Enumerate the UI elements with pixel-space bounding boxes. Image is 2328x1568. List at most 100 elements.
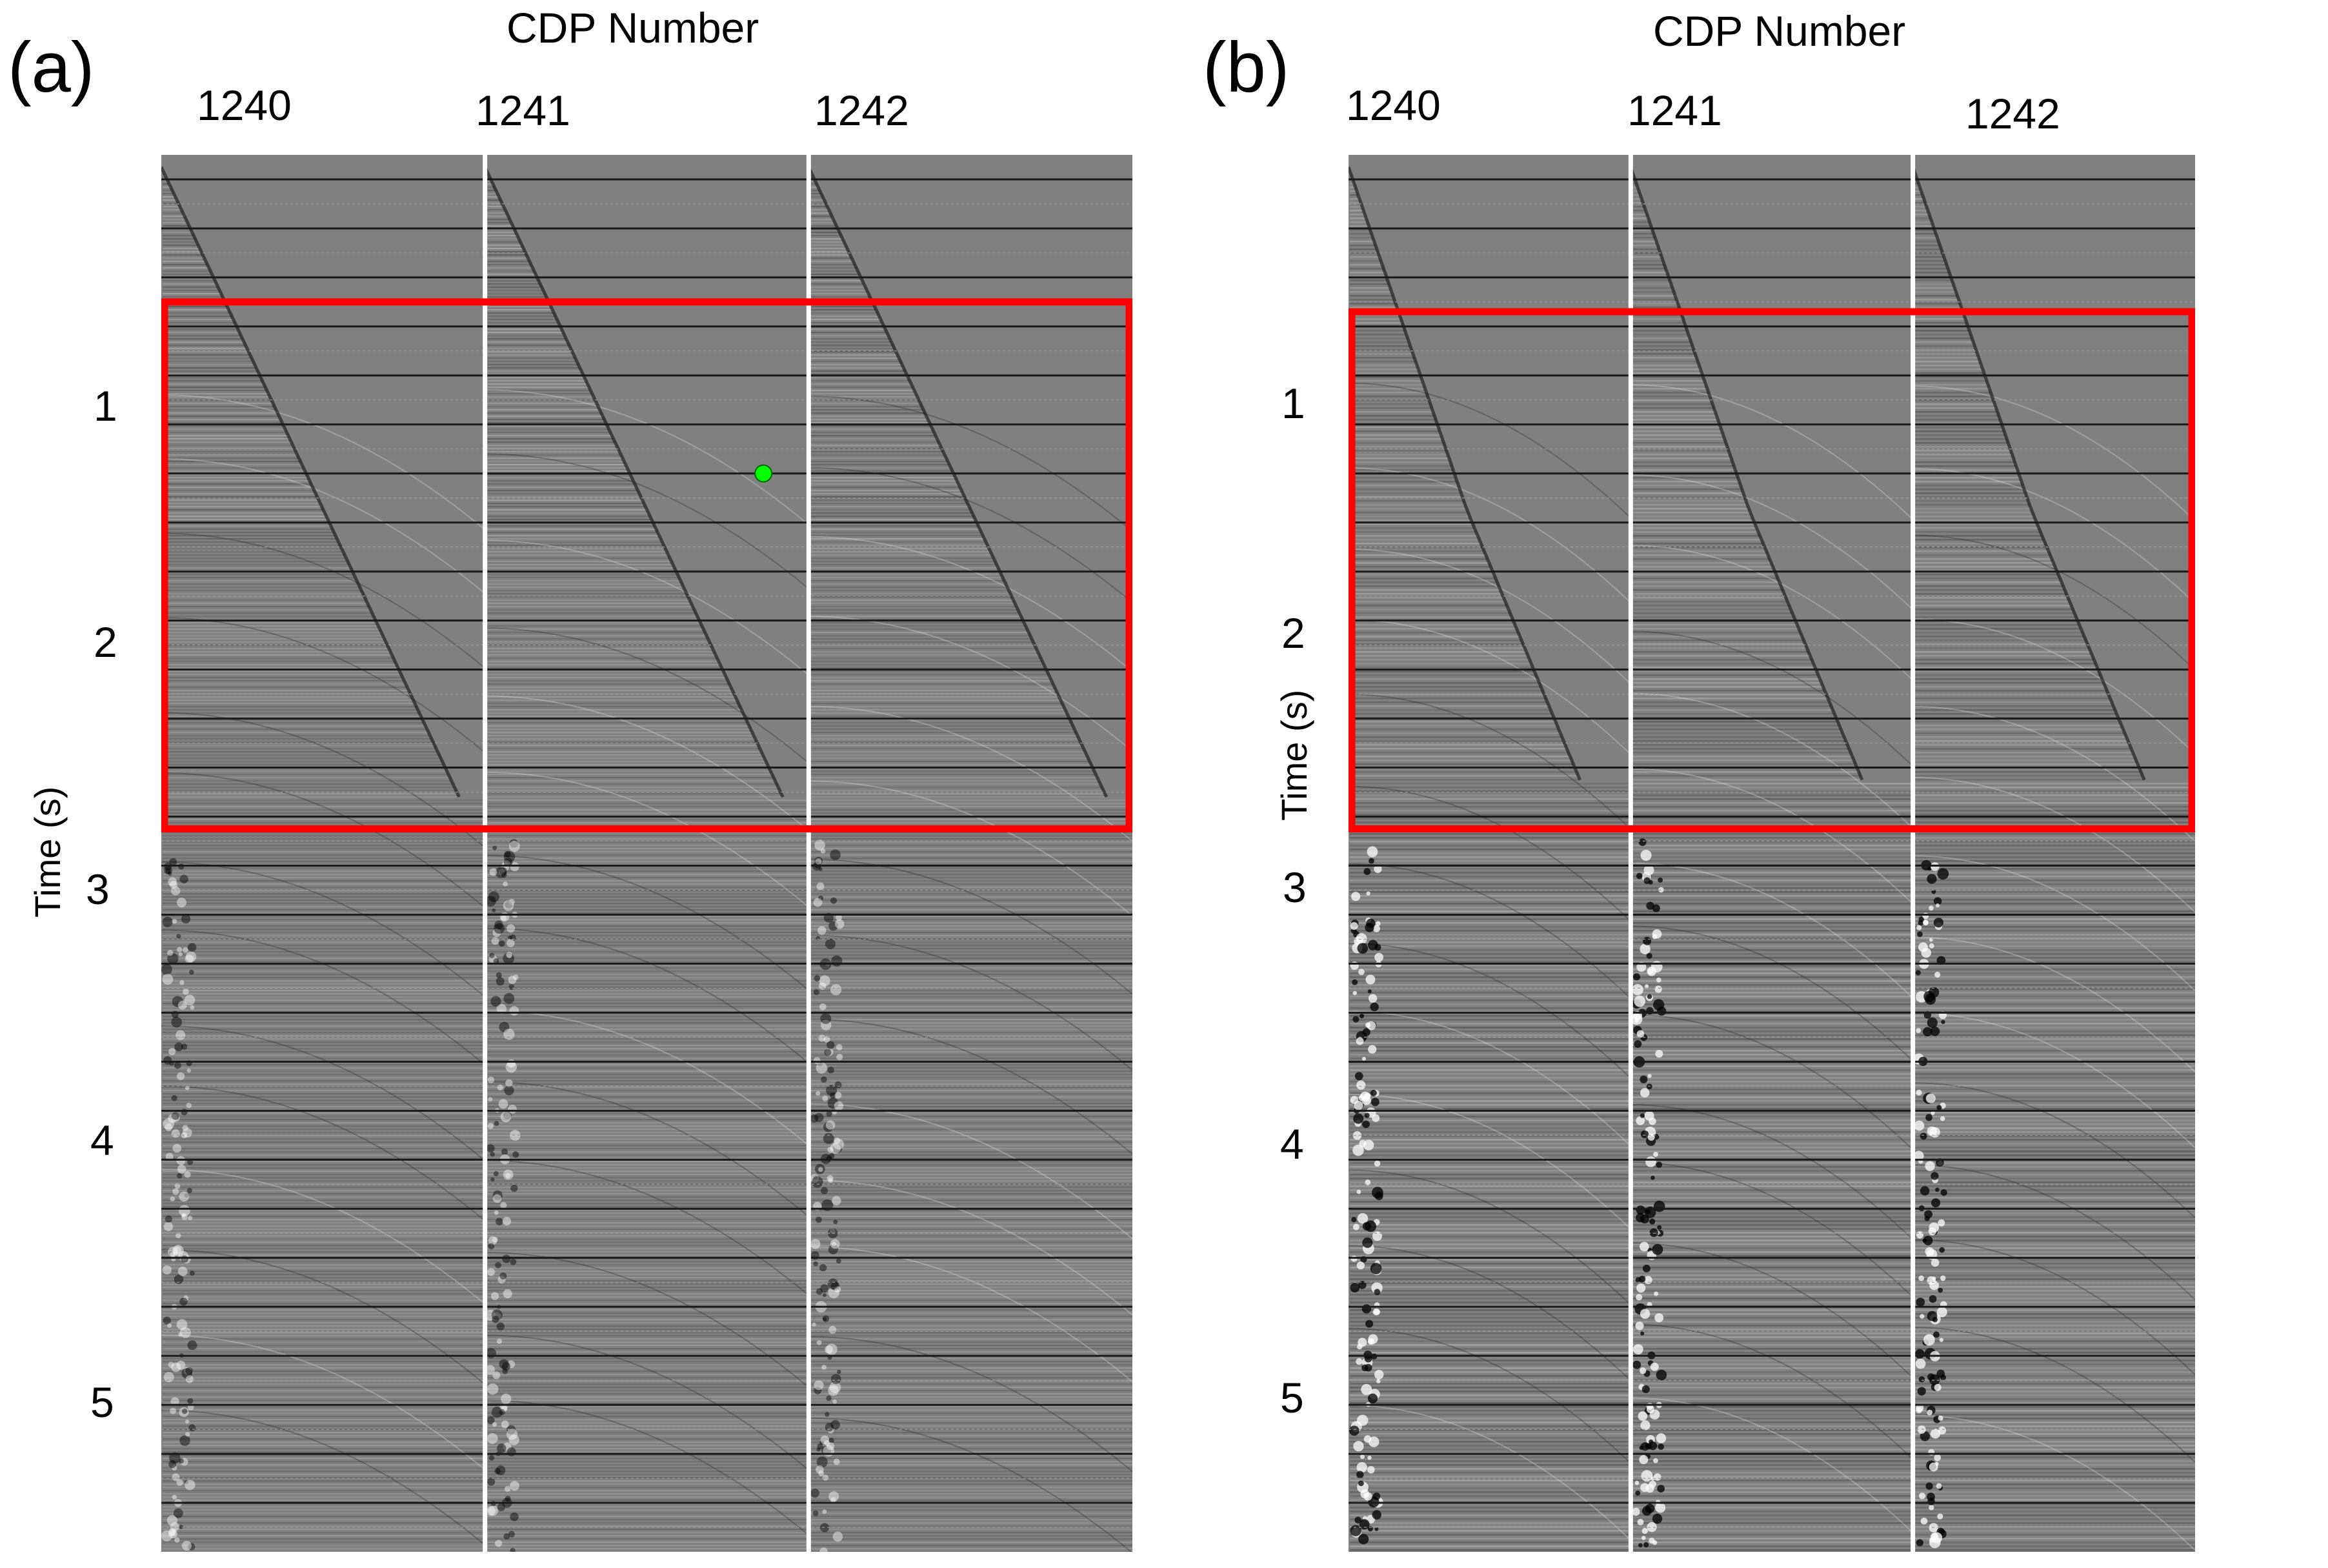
trace-band bbox=[1914, 592, 2067, 595]
trace-band bbox=[1914, 751, 2133, 754]
trace-band bbox=[1350, 1034, 1631, 1036]
trace-band bbox=[1632, 248, 1659, 250]
trace-band bbox=[1914, 1378, 2195, 1381]
trace-band bbox=[163, 860, 485, 863]
noise-blob bbox=[499, 867, 507, 876]
noise-blob bbox=[493, 958, 499, 964]
trace-band bbox=[810, 1234, 1132, 1237]
trace-band bbox=[486, 263, 531, 266]
trace-band bbox=[1632, 712, 1834, 715]
trace-band bbox=[1350, 697, 1546, 699]
trace-band bbox=[1914, 356, 1979, 359]
trace-band bbox=[810, 1431, 1132, 1434]
noise-blob bbox=[1930, 1533, 1939, 1541]
trace-band bbox=[1914, 352, 1978, 355]
trace-band bbox=[810, 1260, 1132, 1263]
trace-band bbox=[1914, 654, 2092, 657]
gather-1242 bbox=[1911, 166, 2195, 1551]
noise-blob bbox=[820, 1523, 830, 1533]
trace-band bbox=[1632, 1479, 1913, 1482]
noise-blob bbox=[830, 1497, 836, 1503]
trace-band bbox=[1914, 612, 2074, 614]
trace-band bbox=[163, 744, 435, 747]
trace-band bbox=[163, 689, 408, 692]
trace-band bbox=[1914, 225, 1933, 227]
noise-blob bbox=[1640, 1367, 1647, 1374]
noise-blob bbox=[1647, 994, 1652, 1000]
trace-band bbox=[1914, 585, 2063, 587]
trace-band bbox=[810, 1083, 1132, 1085]
trace-band bbox=[810, 321, 882, 324]
trace-band bbox=[486, 663, 720, 666]
trace-band bbox=[1632, 1216, 1913, 1218]
trace-band bbox=[163, 773, 448, 776]
trace-band bbox=[1914, 991, 2195, 994]
trace-band bbox=[1632, 395, 1710, 397]
trace-band bbox=[486, 1538, 809, 1540]
trace-band bbox=[1632, 534, 1760, 537]
noise-blob bbox=[503, 881, 508, 887]
noise-blob bbox=[1924, 1216, 1930, 1221]
trace-band bbox=[163, 941, 485, 943]
trace-band bbox=[1914, 1340, 2195, 1342]
trace-band bbox=[1632, 844, 1913, 847]
trace-band bbox=[1914, 519, 2036, 521]
trace-band bbox=[1914, 867, 2195, 870]
trace-band bbox=[1914, 1038, 2195, 1040]
trace-band bbox=[810, 415, 927, 417]
trace-band bbox=[163, 579, 357, 582]
trace-band bbox=[163, 1425, 485, 1427]
trace-band bbox=[1914, 681, 2103, 684]
trace-band bbox=[486, 221, 511, 224]
trace-band bbox=[1350, 867, 1631, 870]
noise-blob bbox=[1916, 1028, 1922, 1034]
noise-blob bbox=[834, 1101, 844, 1111]
trace-band bbox=[1350, 1080, 1631, 1083]
trace-band bbox=[163, 876, 485, 879]
trace-band bbox=[1350, 1529, 1631, 1532]
trace-band bbox=[1350, 883, 1631, 885]
trace-band bbox=[163, 747, 436, 750]
trace-band bbox=[1632, 1398, 1913, 1400]
noise-blob bbox=[488, 1455, 495, 1461]
trace-band bbox=[486, 1115, 809, 1118]
noise-blob bbox=[814, 839, 825, 851]
trace-band bbox=[163, 870, 485, 872]
trace-band bbox=[1632, 1223, 1913, 1226]
trace-band bbox=[163, 850, 485, 853]
trace-band bbox=[1914, 302, 1960, 305]
trace-band bbox=[1914, 778, 2144, 781]
reflection-event bbox=[161, 1249, 486, 1385]
trace-band bbox=[163, 1125, 485, 1127]
trace-band bbox=[163, 705, 416, 708]
trace-band bbox=[810, 283, 864, 285]
highlight-box bbox=[161, 298, 1132, 833]
trace-band bbox=[1914, 372, 1984, 374]
trace-band bbox=[486, 1489, 809, 1492]
noise-blob bbox=[1936, 1105, 1942, 1111]
noise-blob bbox=[1929, 1462, 1938, 1472]
trace-band bbox=[163, 528, 332, 530]
trace-band bbox=[486, 396, 594, 398]
trace-band bbox=[163, 244, 198, 246]
trace-band bbox=[1914, 844, 2195, 847]
trace-band bbox=[163, 1176, 485, 1179]
trace-band bbox=[486, 841, 809, 843]
trace-band bbox=[1632, 627, 1799, 630]
trace-band bbox=[1350, 1390, 1631, 1392]
noise-blob bbox=[171, 1016, 182, 1028]
trace-band bbox=[1914, 271, 1949, 274]
trace-band bbox=[486, 657, 717, 659]
trace-band bbox=[1632, 465, 1734, 467]
trace-band bbox=[163, 437, 290, 440]
trace-band bbox=[486, 909, 809, 911]
trace-band bbox=[1350, 577, 1496, 579]
trace-band bbox=[486, 408, 599, 411]
trace-band bbox=[1350, 1405, 1631, 1408]
trace-band bbox=[1632, 1065, 1913, 1067]
trace-band bbox=[486, 638, 708, 640]
trace-band bbox=[810, 679, 1052, 682]
trace-band bbox=[486, 779, 775, 782]
trace-band bbox=[1350, 426, 1438, 428]
trace-band bbox=[1914, 736, 2126, 738]
